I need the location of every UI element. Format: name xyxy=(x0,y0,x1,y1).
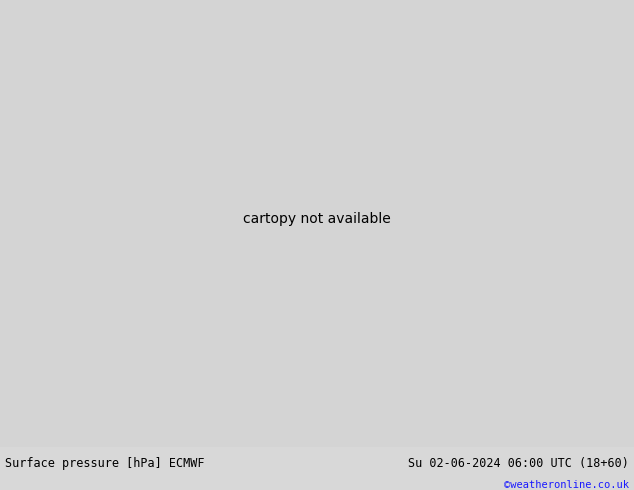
Text: Su 02-06-2024 06:00 UTC (18+60): Su 02-06-2024 06:00 UTC (18+60) xyxy=(408,457,629,470)
Text: ©weatheronline.co.uk: ©weatheronline.co.uk xyxy=(504,480,629,490)
Text: Surface pressure [hPa] ECMWF: Surface pressure [hPa] ECMWF xyxy=(5,457,205,470)
Text: cartopy not available: cartopy not available xyxy=(243,213,391,226)
